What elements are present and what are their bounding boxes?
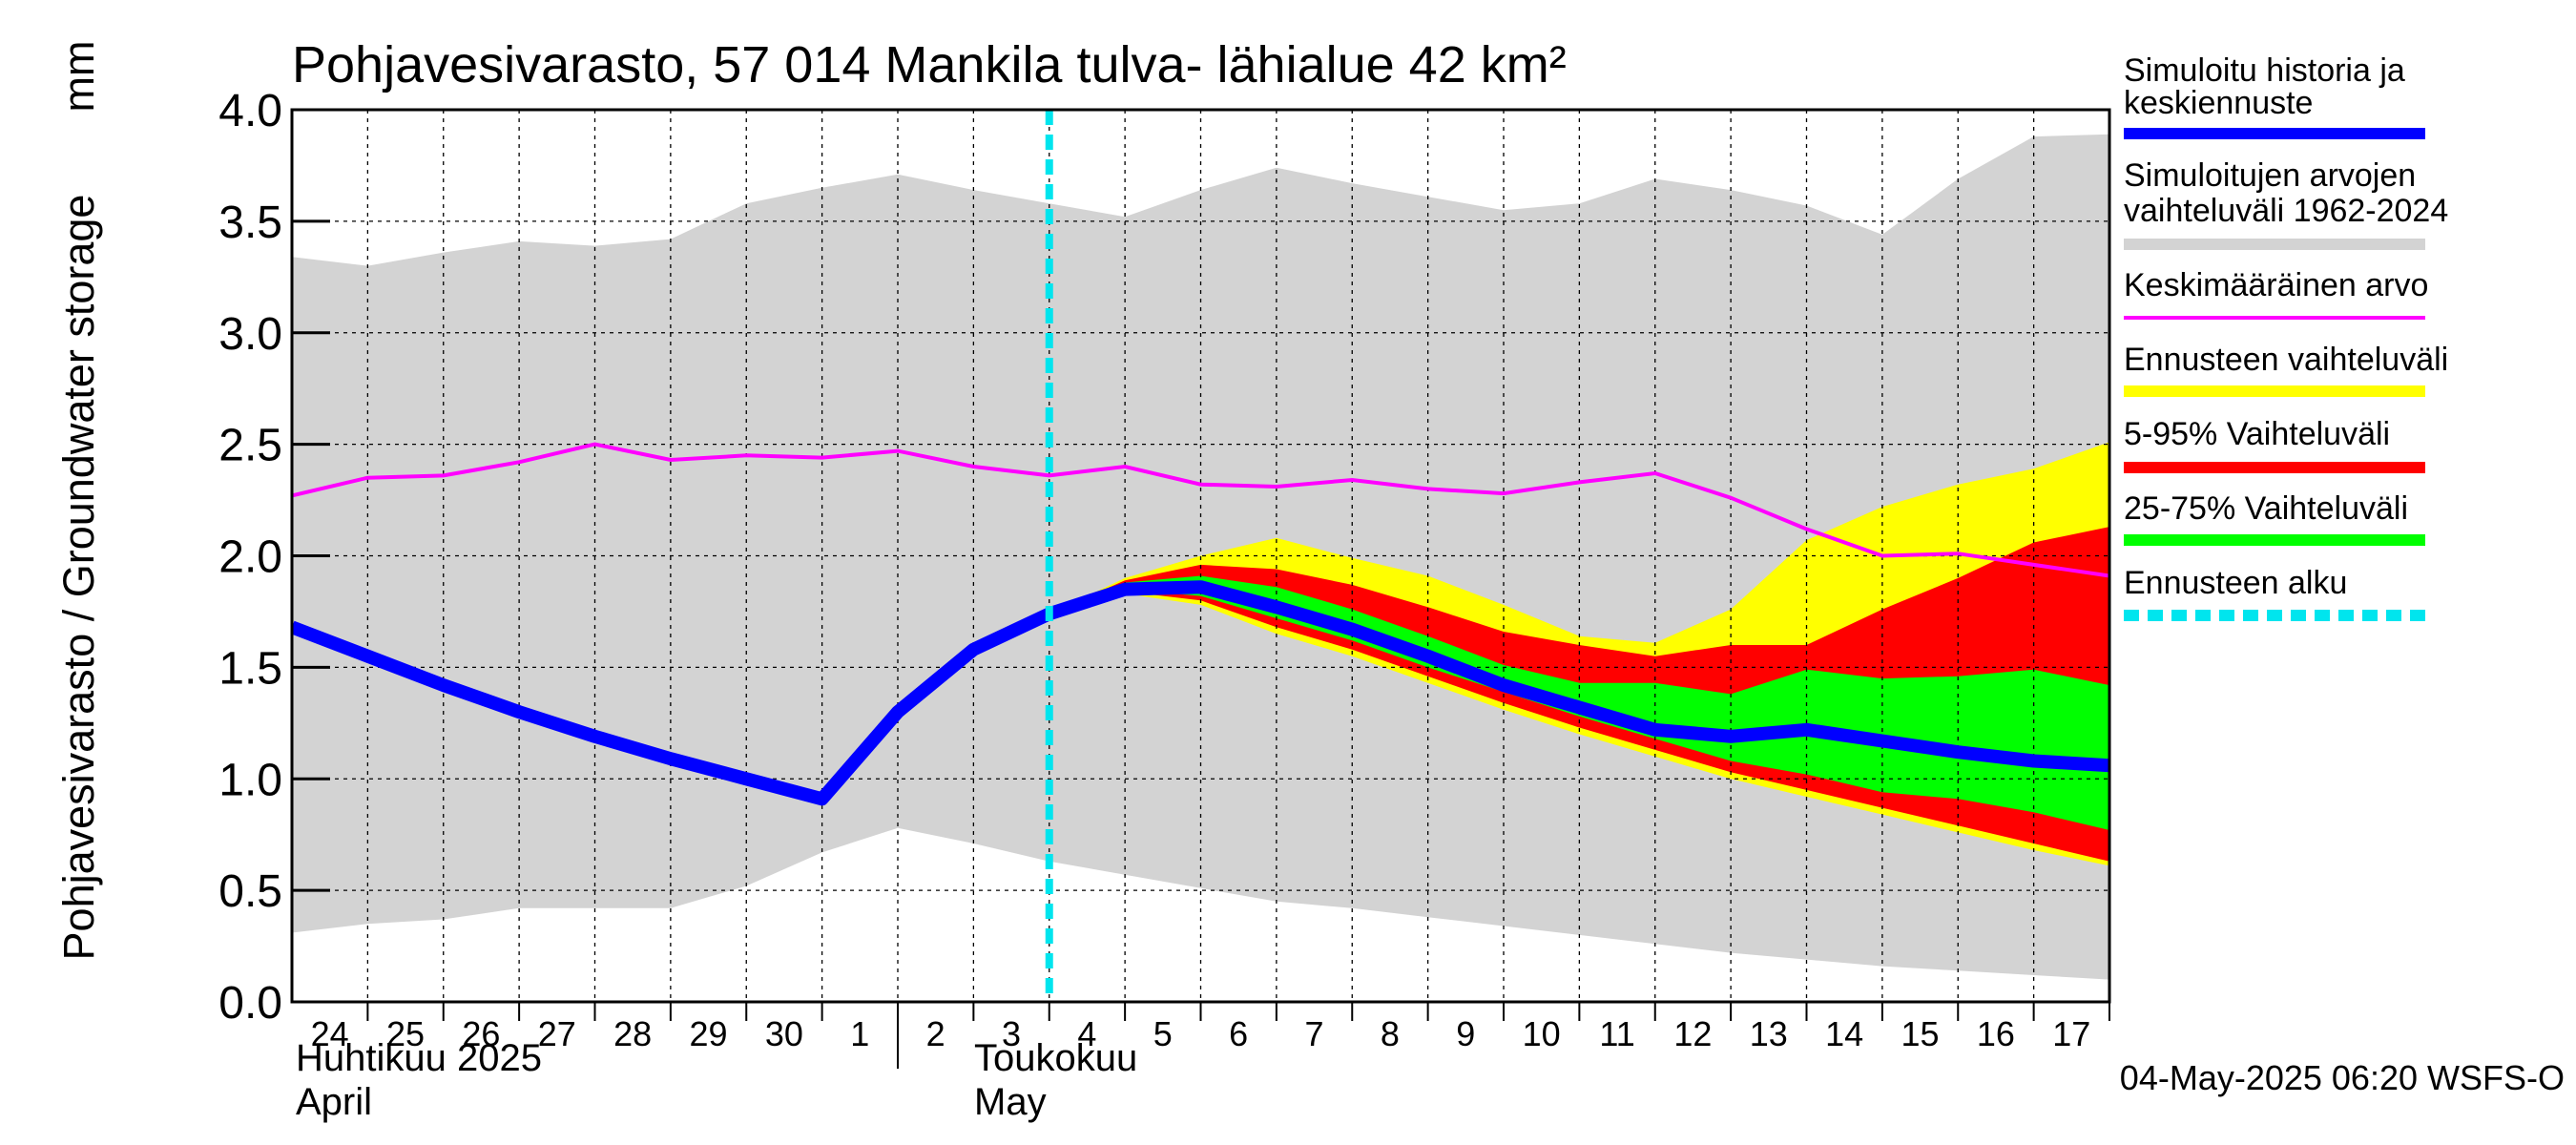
- x-tick-label: 26: [462, 1014, 500, 1053]
- x-tick-label: 25: [386, 1014, 425, 1053]
- legend-label: Ennusteen vaihteluväli: [2124, 342, 2448, 378]
- y-tick-label: 2.0: [218, 532, 282, 583]
- series-lines: [292, 110, 2109, 1002]
- y-axis-ticks: 0.0 0.5 1.0 1.5 2.0 2.5 3.0 3.5 4.0: [218, 86, 330, 1029]
- legend-label: 25-75% Vaihteluväli: [2124, 490, 2408, 527]
- x-tick-label: 9: [1456, 1014, 1475, 1053]
- x-axis-ticks: 24 25 26 27 28 29 30 1 2 3 4 5 6 7 8 9 10 11 12 13 14 15 16 17H…: [296, 1002, 2110, 1123]
- x-tick-label: 6: [1229, 1014, 1248, 1053]
- x-tick-label: 7: [1305, 1014, 1324, 1053]
- y-axis-unit: mm: [54, 41, 103, 113]
- x-tick-label: 15: [1901, 1014, 1940, 1053]
- simulated-line: [292, 580, 2109, 806]
- x-tick-label: 29: [690, 1014, 728, 1053]
- x-tick-label: 17: [2052, 1014, 2090, 1053]
- legend-label: Keskimääräinen arvo: [2124, 267, 2428, 303]
- x-tick-label: 10: [1523, 1014, 1561, 1053]
- month-label-fi: Huhtikuu 2025: [296, 1037, 542, 1079]
- x-tick-label: 12: [1673, 1014, 1712, 1053]
- y-tick-label: 0.0: [218, 978, 282, 1029]
- y-tick-label: 3.0: [218, 309, 282, 360]
- legend-label: Simuloitu historia ja: [2124, 52, 2405, 89]
- x-tick-label: 4: [1077, 1014, 1096, 1053]
- x-tick-label: 13: [1750, 1014, 1788, 1053]
- y-tick-label: 3.5: [218, 198, 282, 248]
- x-tick-label: 2: [926, 1014, 945, 1053]
- x-tick-label: 8: [1381, 1014, 1400, 1053]
- legend-label: 5-95% Vaihteluväli: [2124, 416, 2390, 452]
- legend-label: vaihteluväli 1962-2024: [2124, 193, 2448, 229]
- footer-timestamp: 04-May-2025 06:20 WSFS-O: [2120, 1058, 2565, 1097]
- x-tick-label: 14: [1825, 1014, 1863, 1053]
- x-tick-label: 28: [613, 1014, 652, 1053]
- month-label-fi: Toukokuu: [974, 1037, 1137, 1079]
- x-tick-label: 11: [1599, 1014, 1634, 1053]
- y-tick-label: 1.0: [218, 755, 282, 805]
- legend-label: keskiennuste: [2124, 85, 2313, 121]
- x-tick-label: 24: [311, 1014, 349, 1053]
- month-label-en: May: [974, 1081, 1047, 1123]
- y-tick-label: 1.5: [218, 643, 282, 694]
- grid-lines: [292, 110, 2109, 1002]
- legend-label: Ennusteen alku: [2124, 565, 2347, 601]
- y-tick-label: 0.5: [218, 866, 282, 917]
- x-tick-label: 27: [538, 1014, 576, 1053]
- legend-label: Simuloitujen arvojen: [2124, 157, 2416, 194]
- y-axis-label: Pohjavesivarasto / Groundwater storage: [54, 195, 103, 961]
- y-tick-label: 2.5: [218, 421, 282, 471]
- x-tick-label: 16: [1977, 1014, 2015, 1053]
- month-label-en: April: [296, 1081, 372, 1123]
- x-tick-label: 3: [1002, 1014, 1021, 1053]
- mean-line: [292, 442, 2109, 578]
- x-tick-label: 1: [850, 1014, 869, 1053]
- x-tick-label: 30: [765, 1014, 803, 1053]
- y-tick-label: 4.0: [218, 86, 282, 136]
- x-tick-label: 5: [1153, 1014, 1173, 1053]
- chart-title: Pohjavesivarasto, 57 014 Mankila tulva- …: [292, 36, 1567, 94]
